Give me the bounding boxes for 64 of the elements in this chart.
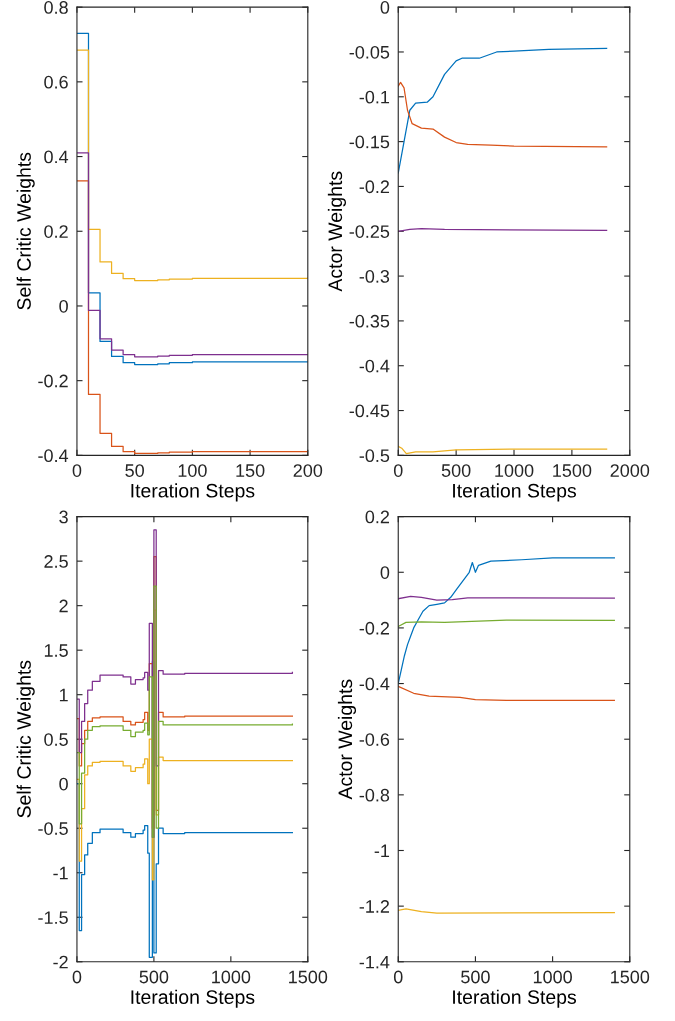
y-axis-title: Self Critic Weights: [16, 152, 35, 310]
y-tick-label: -0.2: [359, 621, 390, 635]
x-tick-label: 500: [139, 970, 169, 984]
y-tick-label: -1.2: [359, 900, 390, 913]
x-axis-title: Iteration Steps: [131, 989, 255, 1008]
x-axis-title: Iteration Steps: [453, 989, 577, 1008]
y-tick-label: -0.25: [349, 225, 390, 238]
y-tick-label: -0.5: [38, 822, 68, 835]
x-tick-label: 2000: [610, 464, 650, 477]
y-tick-label: 1: [59, 688, 68, 702]
y-tick-label: -0.1: [359, 90, 390, 104]
x-tick-label: 0: [72, 464, 82, 477]
x-tick-label: 50: [125, 464, 144, 477]
y-tick-label: -0.3: [359, 270, 390, 283]
y-tick-label: 0.4: [44, 150, 69, 164]
y-tick-label: -1.4: [359, 955, 390, 969]
y-axis-title: Actor Weights: [337, 679, 357, 800]
y-tick-label: -0.2: [38, 374, 68, 388]
x-axis-title: Iteration Steps: [131, 483, 255, 502]
x-tick-label: 1500: [611, 970, 650, 984]
x-tick-label: 1000: [533, 970, 572, 984]
x-tick-label: 1000: [495, 464, 534, 477]
y-tick-label: 0: [59, 299, 68, 313]
y-tick-label: -0.4: [359, 677, 390, 691]
y-tick-label: -0.2: [359, 180, 390, 194]
y-axis-title: Self Critic Weights: [16, 660, 35, 818]
y-tick-label: -0.4: [38, 449, 69, 463]
y-tick-label: 2.5: [44, 555, 68, 568]
x-tick-label: 500: [461, 970, 490, 984]
x-tick-label: 1500: [289, 970, 328, 984]
y-tick-label: 0.8: [44, 1, 68, 14]
x-axis-title: Iteration Steps: [453, 483, 577, 502]
y-tick-label: -0.6: [359, 733, 390, 746]
y-tick-label: 0.2: [44, 225, 68, 238]
x-tick-label: 1000: [212, 970, 251, 984]
y-tick-label: 0: [380, 1, 390, 14]
y-tick-label: 0.2: [365, 510, 390, 524]
y-tick-label: 0.5: [44, 733, 68, 746]
x-tick-label: 500: [441, 464, 471, 477]
y-tick-label: -0.8: [359, 788, 390, 802]
x-tick-label: 150: [236, 464, 265, 477]
y-tick-label: 0: [59, 777, 68, 791]
y-tick-label: -0.05: [349, 45, 390, 59]
y-tick-label: 0: [380, 566, 390, 579]
y-tick-label: -0.15: [349, 135, 390, 149]
x-tick-label: 100: [178, 464, 207, 477]
y-tick-label: -0.4: [359, 359, 390, 373]
x-tick-label: 1500: [553, 464, 592, 477]
y-tick-label: -0.35: [349, 314, 390, 328]
y-tick-label: 1.5: [44, 644, 68, 657]
x-tick-label: 0: [393, 970, 403, 984]
y-tick-label: -1: [53, 866, 68, 880]
x-tick-label: 0: [72, 970, 82, 984]
y-tick-label: -0.45: [349, 404, 390, 418]
x-tick-label: 200: [293, 464, 323, 477]
y-tick-label: 3: [59, 510, 68, 524]
y-tick-label: -0.5: [359, 449, 390, 463]
y-tick-label: 0.6: [44, 75, 68, 89]
y-tick-label: -1.5: [38, 911, 68, 924]
y-tick-label: -2: [53, 955, 68, 969]
x-tick-label: 0: [393, 464, 403, 477]
y-tick-label: 2: [59, 599, 68, 613]
y-tick-label: -1: [374, 844, 390, 858]
y-axis-title: Actor Weights: [327, 171, 346, 292]
